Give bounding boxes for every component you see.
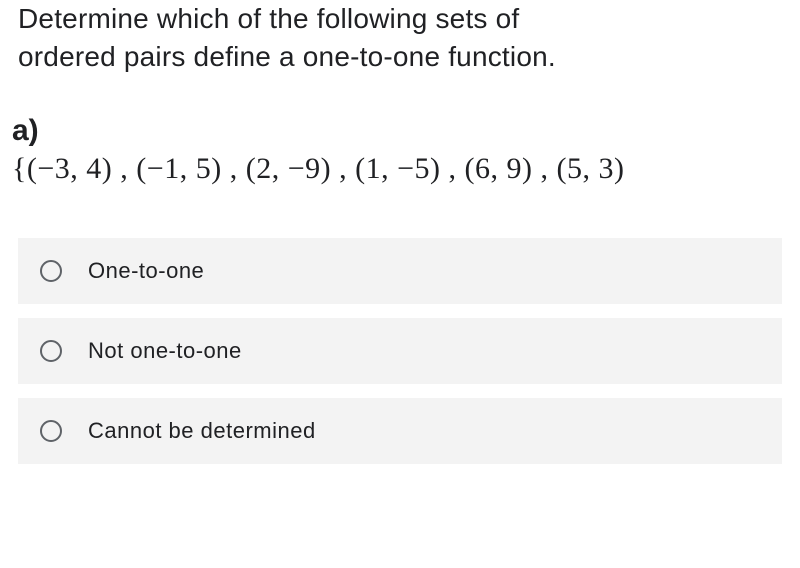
option-not-one-to-one[interactable]: Not one-to-one xyxy=(18,318,782,384)
question-line-2: ordered pairs define a one-to-one functi… xyxy=(18,41,556,72)
question-prompt: Determine which of the following sets of… xyxy=(18,0,782,76)
option-label: One-to-one xyxy=(88,258,204,284)
part-label: a) xyxy=(12,114,782,148)
math-expression: {(−3, 4) , (−1, 5) , (2, −9) , (1, −5) ,… xyxy=(12,152,782,186)
option-one-to-one[interactable]: One-to-one xyxy=(18,238,782,304)
option-cannot-determine[interactable]: Cannot be determined xyxy=(18,398,782,464)
option-label: Cannot be determined xyxy=(88,418,316,444)
radio-icon xyxy=(40,420,62,442)
question-line-1: Determine which of the following sets of xyxy=(18,3,519,34)
option-label: Not one-to-one xyxy=(88,338,242,364)
radio-icon xyxy=(40,340,62,362)
radio-icon xyxy=(40,260,62,282)
options-group: One-to-one Not one-to-one Cannot be dete… xyxy=(18,238,782,464)
